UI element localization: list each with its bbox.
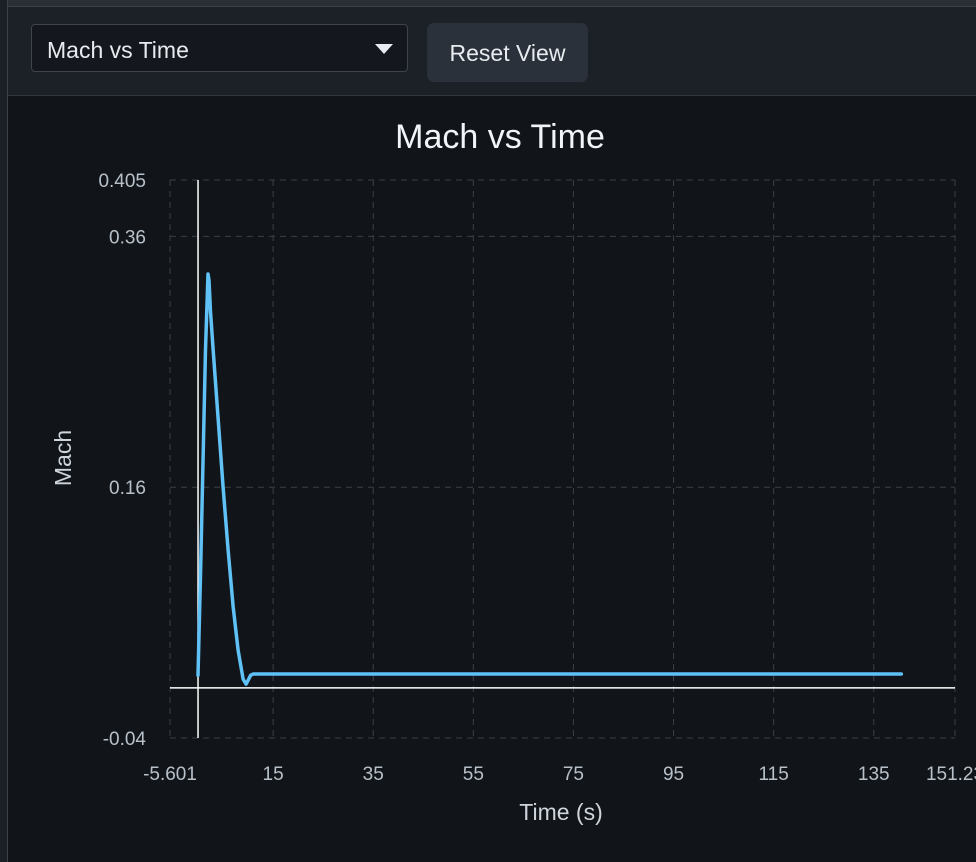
plot-area[interactable]: -5.601 15 35 55 75 95 115 135 151.23 -0.04 0.16 0.3…	[8, 96, 976, 862]
window-left-border	[0, 0, 8, 862]
y-tick-label: 0.405	[98, 171, 146, 192]
x-tick-label: 15	[263, 764, 284, 785]
x-tick-label: 95	[663, 764, 684, 785]
zero-axes	[170, 180, 955, 738]
x-tick-label: 55	[463, 764, 484, 785]
reset-view-button[interactable]: Reset View	[427, 23, 588, 82]
series-layer	[196, 272, 904, 686]
chevron-down-icon	[375, 44, 393, 54]
x-tick-label: 115	[759, 764, 789, 785]
x-axis-label: Time (s)	[519, 799, 602, 825]
tick-labels: -5.601 15 35 55 75 95 115 135 151.23 -0.04 0.16 0.3…	[98, 171, 976, 785]
plot-select-value: Mach vs Time	[47, 37, 189, 63]
y-axis-label: Mach	[50, 430, 76, 486]
x-tick-label: 135	[858, 764, 890, 785]
y-tick-label: 0.16	[109, 478, 146, 499]
y-tick-label: 0.36	[109, 227, 146, 248]
window-top-border	[0, 0, 976, 7]
x-tick-label: 35	[363, 764, 384, 785]
y-tick-label: -0.04	[103, 729, 147, 750]
x-tick-label: -5.601	[143, 764, 197, 785]
mach-time-chart[interactable]: -5.601 15 35 55 75 95 115 135 151.23 -0.04 0.16 0.3…	[8, 96, 976, 862]
x-tick-label: 151.23	[926, 764, 976, 785]
chart-title: Mach vs Time	[395, 118, 605, 156]
series-line-mach	[196, 272, 904, 686]
toolbar: Mach vs Time Reset View	[8, 7, 976, 96]
x-tick-label: 75	[563, 764, 584, 785]
grid-lines	[169, 179, 956, 739]
plot-select-dropdown[interactable]: Mach vs Time	[31, 24, 408, 72]
